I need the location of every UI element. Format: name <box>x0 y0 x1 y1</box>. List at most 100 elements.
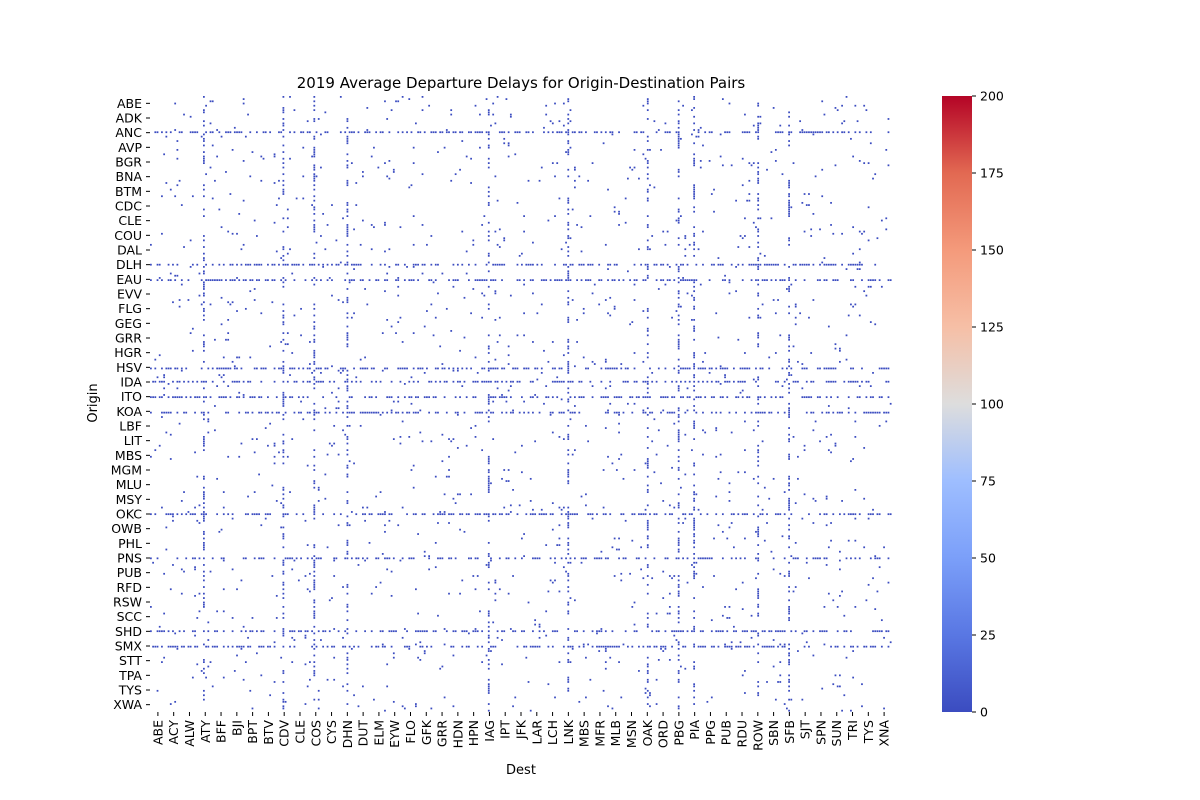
heatmap-cell <box>781 396 784 399</box>
heatmap-cell <box>567 168 570 171</box>
heatmap-cell <box>693 160 696 162</box>
heatmap-cell <box>282 592 285 595</box>
heatmap-cell <box>450 645 453 648</box>
heatmap-cell <box>470 312 472 315</box>
heatmap-cell <box>205 380 207 383</box>
x-tick-label: SFB <box>782 720 797 744</box>
heatmap-cell <box>335 396 338 399</box>
heatmap-cell <box>567 142 570 145</box>
heatmap-cell <box>567 645 570 648</box>
heatmap-cell <box>388 396 391 399</box>
heatmap-cell <box>803 131 806 134</box>
heatmap-cell <box>567 409 570 412</box>
heatmap-cell <box>710 131 713 134</box>
heatmap-cell <box>313 168 316 171</box>
heatmap-cell <box>487 687 490 690</box>
heatmap-cell <box>399 442 402 445</box>
heatmap-cell <box>578 175 581 178</box>
heatmap-cell <box>408 436 411 438</box>
heatmap-cell <box>203 694 205 697</box>
heatmap-cell <box>207 630 210 633</box>
heatmap-cell <box>231 279 234 282</box>
x-tick-label: MLB <box>608 720 623 746</box>
heatmap-cell <box>869 411 872 414</box>
heatmap-cell <box>757 606 760 608</box>
heatmap-cell <box>682 522 684 524</box>
heatmap-cell <box>280 656 283 659</box>
heatmap-cell <box>176 157 179 160</box>
heatmap-cell <box>755 411 757 414</box>
heatmap-cell <box>490 559 492 562</box>
heatmap-cell <box>693 354 696 357</box>
heatmap-cell <box>267 645 269 648</box>
heatmap-cell <box>735 396 737 399</box>
heatmap-cell <box>236 367 238 370</box>
heatmap-cell <box>880 619 883 622</box>
heatmap-cell <box>814 557 817 560</box>
heatmap-cell <box>370 592 373 595</box>
heatmap-cell <box>196 380 199 383</box>
heatmap-cell <box>664 122 667 125</box>
heatmap-cell <box>364 630 366 633</box>
heatmap-cell <box>816 367 819 370</box>
heatmap-cell <box>203 380 205 383</box>
heatmap-cell <box>216 630 219 633</box>
heatmap-cell <box>607 409 609 412</box>
heatmap-cell <box>203 314 205 317</box>
heatmap-cell <box>545 544 548 546</box>
heatmap-cell <box>461 385 464 387</box>
heatmap-cell <box>408 647 411 650</box>
heatmap-cell <box>834 442 837 445</box>
colorbar <box>942 96 972 712</box>
heatmap-cell <box>854 303 857 306</box>
heatmap-cell <box>238 391 241 394</box>
heatmap-cell <box>481 449 484 452</box>
heatmap-cell <box>282 310 285 312</box>
heatmap-cell <box>719 263 722 266</box>
heatmap-cell <box>474 411 477 414</box>
heatmap-cell <box>752 513 755 516</box>
heatmap-cell <box>194 645 196 648</box>
heatmap-cell <box>845 334 848 337</box>
heatmap-cell <box>233 380 236 383</box>
heatmap-cell <box>381 411 384 414</box>
heatmap-cell <box>691 564 693 566</box>
heatmap-cell <box>227 131 230 134</box>
heatmap-cell <box>490 380 492 383</box>
heatmap-cell <box>209 570 212 573</box>
heatmap-cell <box>717 524 720 527</box>
heatmap-cell <box>525 367 528 370</box>
heatmap-cell <box>198 610 201 613</box>
heatmap-cell <box>456 411 459 414</box>
heatmap-cell <box>381 630 384 633</box>
heatmap-cell <box>549 513 552 516</box>
heatmap-cell <box>567 363 570 365</box>
heatmap-cell <box>682 557 684 560</box>
heatmap-cell <box>538 630 541 633</box>
heatmap-cell <box>487 402 490 405</box>
heatmap-cell <box>218 374 221 376</box>
heatmap-cell <box>677 550 680 553</box>
heatmap-cell <box>169 458 172 460</box>
heatmap-cell <box>604 513 607 516</box>
heatmap-cell <box>737 645 740 648</box>
heatmap-cell <box>395 263 397 266</box>
heatmap-cell <box>686 387 689 390</box>
heatmap-cell <box>642 411 645 414</box>
heatmap-cell <box>825 557 828 560</box>
heatmap-cell <box>841 263 843 266</box>
heatmap-cell <box>752 477 755 480</box>
heatmap-cell <box>501 263 503 266</box>
y-tick-label: MBS <box>115 448 142 463</box>
heatmap-cell <box>646 681 649 683</box>
heatmap-cell <box>724 606 726 608</box>
heatmap-cell <box>150 243 152 246</box>
heatmap-cell <box>600 550 603 553</box>
heatmap-cell <box>834 444 837 447</box>
heatmap-cell <box>377 411 380 414</box>
heatmap-cell <box>523 279 525 282</box>
heatmap-cell <box>487 400 490 403</box>
heatmap-cell <box>313 327 316 330</box>
heatmap-cell <box>657 630 660 633</box>
heatmap-cell <box>346 416 349 418</box>
